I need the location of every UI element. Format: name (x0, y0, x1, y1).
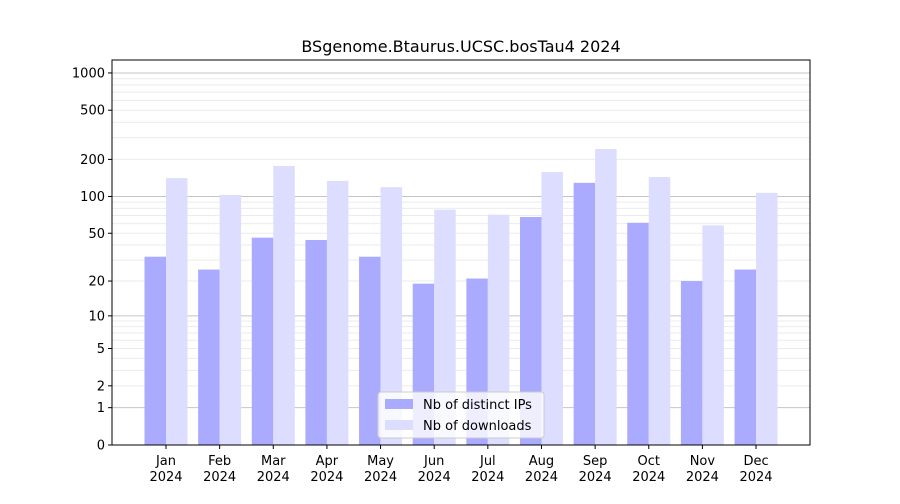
legend-swatch-ips (385, 399, 413, 409)
x-tick-label: Apr 2024 (310, 454, 343, 485)
x-tick-label: Jun 2024 (418, 454, 451, 485)
bar-downloads (487, 214, 510, 445)
bar-downloads (273, 165, 295, 445)
y-tick-label: 0 (97, 439, 105, 454)
legend-swatch-downloads (385, 420, 413, 430)
y-axis: 0 1 2 5 10 20 50 100 200 500 1000 (72, 66, 112, 454)
bar-distinct-ips (144, 256, 166, 445)
x-tick-label: May 2024 (364, 454, 397, 485)
x-tick-label: Jul 2024 (471, 454, 504, 485)
bar-downloads (756, 192, 778, 445)
x-tick-label: Mar 2024 (257, 454, 290, 485)
bar-downloads (434, 209, 456, 445)
y-tick-label: 2 (97, 379, 105, 394)
bar-downloads (648, 176, 671, 446)
y-tick-label: 10 (88, 309, 105, 324)
legend-label-downloads: Nb of downloads (423, 419, 532, 434)
chart-title: BSgenome.Btaurus.UCSC.bosTau4 2024 (301, 37, 620, 56)
legend-box (377, 391, 545, 439)
x-tick-label: Feb 2024 (203, 454, 236, 485)
plot-frame (111, 59, 811, 446)
bar-downloads (595, 148, 617, 445)
bar-downloads (166, 178, 188, 445)
y-tick-label: 5 (97, 342, 105, 357)
y-tick-label: 1000 (72, 66, 105, 81)
x-tick-label: Nov 2024 (686, 454, 719, 485)
legend: Nb of distinct IPs Nb of downloads (377, 391, 545, 439)
legend-label-ips: Nb of distinct IPs (423, 398, 532, 413)
bar-distinct-ips (359, 256, 381, 445)
bar-distinct-ips (305, 240, 327, 445)
bar-downloads (219, 194, 242, 445)
x-axis: Jan 2024 Feb 2024 Mar 2024 Apr 2024 May 2024 Jun 20… (149, 445, 773, 485)
bar-distinct-ips (251, 237, 274, 445)
x-tick-label: Sep 2024 (579, 454, 612, 485)
bar-distinct-ips (519, 216, 542, 445)
bars (144, 148, 778, 446)
bar-distinct-ips (573, 182, 596, 445)
bar-downloads (702, 225, 724, 445)
x-tick-label: Jan 2024 (149, 454, 182, 485)
y-tick-label: 50 (88, 227, 105, 242)
bar-downloads (326, 180, 349, 445)
bar-downloads (380, 187, 403, 445)
bar-distinct-ips (734, 269, 757, 445)
x-tick-label: Oct 2024 (632, 454, 665, 485)
y-tick-label: 1 (97, 401, 105, 416)
bar-distinct-ips (198, 269, 220, 445)
bar-downloads (541, 172, 563, 445)
y-tick-label: 500 (80, 104, 105, 119)
bar-distinct-ips (627, 222, 649, 445)
x-tick-label: Aug 2024 (525, 454, 558, 485)
y-tick-label: 100 (80, 190, 105, 205)
bar-distinct-ips (680, 281, 703, 445)
y-tick-label: 200 (80, 153, 105, 168)
x-tick-label: Dec 2024 (739, 454, 772, 485)
y-tick-label: 20 (88, 275, 105, 290)
